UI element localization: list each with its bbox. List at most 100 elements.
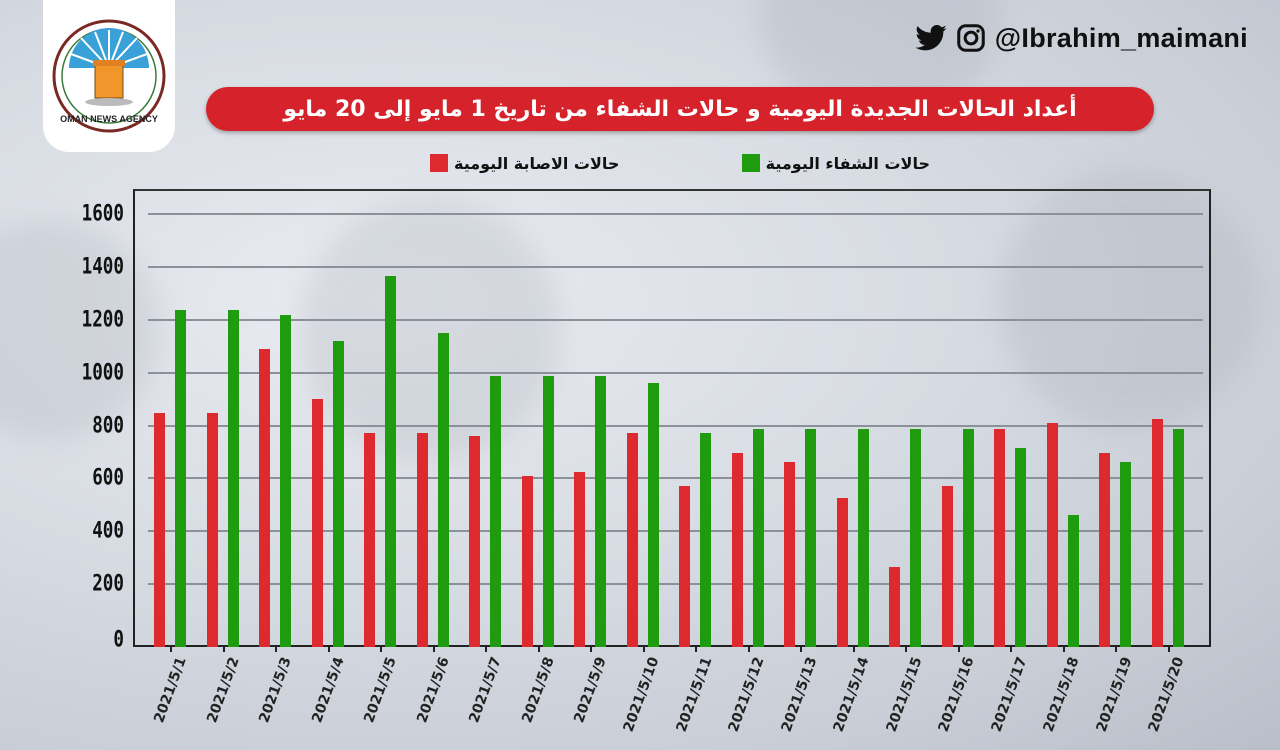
bar-recoveries	[437, 333, 449, 647]
twitter-icon	[915, 25, 947, 51]
bar-recoveries	[647, 383, 659, 647]
gridline	[148, 371, 1203, 374]
bar-recoveries	[385, 275, 396, 647]
y-axis-tick-label: 1600	[81, 201, 124, 227]
x-axis-date-label: 2021/5/1	[151, 655, 191, 726]
bar-recoveries	[1067, 514, 1079, 647]
bar-infections	[626, 432, 638, 647]
gridline	[148, 477, 1203, 480]
bar-recoveries	[1015, 448, 1026, 647]
bar-recoveries	[227, 310, 239, 647]
legend-item-recoveries: حالات الشفاء اليومية	[741, 153, 930, 173]
x-axis-date-label: 2021/5/16	[935, 655, 978, 735]
bar-infections	[994, 428, 1005, 647]
legend-label-infections: حالات الاصابة اليومية	[454, 153, 620, 173]
bar-recoveries	[962, 428, 974, 647]
y-axis-tick-label: 800	[92, 413, 124, 439]
x-axis-tick	[905, 647, 907, 652]
gridline	[148, 213, 1203, 216]
x-axis-tick	[222, 647, 225, 652]
x-axis-tick	[432, 647, 435, 652]
bar-infections	[1046, 422, 1058, 647]
bar-recoveries	[175, 310, 186, 647]
x-axis-date-label: 2021/5/5	[361, 655, 401, 726]
x-axis-tick	[695, 647, 697, 652]
x-axis-date-label: 2021/5/18	[1040, 655, 1083, 735]
chart-title: أعداد الحالات الجديدة اليومية و حالات ال…	[283, 96, 1077, 122]
x-axis-tick	[957, 647, 960, 652]
x-axis-date-label: 2021/5/19	[1093, 655, 1136, 735]
bar-infections	[154, 412, 165, 647]
x-axis-date-label: 2021/5/17	[988, 655, 1031, 735]
gridline	[148, 583, 1203, 586]
legend-label-recoveries: حالات الشفاء اليومية	[765, 153, 930, 173]
bar-infections	[574, 472, 585, 647]
oman-news-agency-emblem-icon: OMAN NEWS AGENCY	[52, 19, 166, 133]
x-axis-tick	[1167, 647, 1170, 652]
legend-swatch-red	[430, 154, 448, 172]
x-axis-tick	[1062, 647, 1065, 652]
chart-title-banner: أعداد الحالات الجديدة اليومية و حالات ال…	[206, 87, 1154, 131]
x-axis-date-label: 2021/5/10	[620, 655, 663, 735]
y-axis-tick-label: 400	[92, 518, 124, 544]
bar-recoveries	[1172, 428, 1184, 647]
x-axis-tick	[1010, 647, 1012, 652]
x-axis-tick	[380, 647, 382, 652]
bar-recoveries	[595, 376, 606, 647]
social-handle-text: @Ibrahim_maimani	[994, 22, 1248, 53]
chart-plot-area	[133, 189, 1211, 647]
x-axis-date-label: 2021/5/20	[1145, 655, 1188, 735]
bar-recoveries	[332, 340, 344, 647]
x-axis-tick	[590, 647, 592, 652]
bar-recoveries	[857, 428, 869, 647]
legend-swatch-green	[741, 154, 760, 172]
x-axis-date-label: 2021/5/15	[883, 655, 926, 735]
y-axis-tick-label: 200	[92, 571, 124, 597]
bar-infections	[784, 462, 795, 647]
x-axis-tick	[485, 647, 487, 652]
bar-recoveries	[1120, 462, 1131, 647]
x-axis-date-label: 2021/5/12	[725, 655, 768, 735]
x-axis-tick	[1115, 647, 1117, 652]
bar-recoveries	[752, 428, 764, 647]
x-axis-tick	[327, 647, 330, 652]
bar-recoveries	[542, 376, 554, 647]
bar-recoveries	[700, 432, 711, 647]
bar-recoveries	[280, 315, 291, 647]
bar-infections	[416, 432, 428, 647]
y-axis-tick-label: 1200	[81, 307, 124, 333]
oman-news-agency-logo: OMAN NEWS AGENCY	[43, 0, 175, 152]
x-axis-tick	[275, 647, 277, 652]
x-axis-date-label: 2021/5/8	[519, 655, 558, 726]
bar-recoveries	[910, 428, 921, 647]
bar-recoveries	[490, 376, 501, 647]
bar-infections	[311, 399, 323, 647]
bar-infections	[889, 566, 900, 647]
gridline	[148, 530, 1203, 533]
bar-infections	[1099, 453, 1110, 647]
bar-infections	[521, 476, 533, 647]
x-axis-date-label: 2021/5/13	[778, 655, 821, 735]
x-axis-date-label: 2021/5/2	[204, 655, 243, 726]
x-axis-date-label: 2021/5/4	[309, 655, 348, 726]
bar-infections	[836, 497, 848, 647]
bar-infections	[1151, 418, 1163, 647]
bar-infections	[364, 432, 375, 647]
gridline	[148, 318, 1203, 321]
bar-infections	[731, 453, 743, 647]
y-axis-tick-label: 0	[113, 627, 124, 653]
svg-text:OMAN NEWS AGENCY: OMAN NEWS AGENCY	[60, 114, 158, 124]
x-axis-date-label: 2021/5/9	[571, 655, 611, 726]
x-axis-tick	[800, 647, 802, 652]
x-axis-date-label: 2021/5/7	[466, 655, 506, 726]
bar-infections	[469, 436, 480, 647]
social-handle-bar: @Ibrahim_maimani	[915, 20, 1248, 56]
y-axis-tick-label: 600	[92, 465, 124, 491]
x-axis-date-label: 2021/5/3	[256, 655, 296, 726]
legend-item-infections: حالات الاصابة اليومية	[430, 154, 619, 173]
x-axis-date-label: 2021/5/11	[673, 655, 716, 735]
y-axis-tick-label: 1000	[81, 360, 124, 386]
x-axis-tick	[747, 647, 750, 652]
bar-infections	[941, 486, 953, 647]
gridline	[148, 424, 1203, 427]
